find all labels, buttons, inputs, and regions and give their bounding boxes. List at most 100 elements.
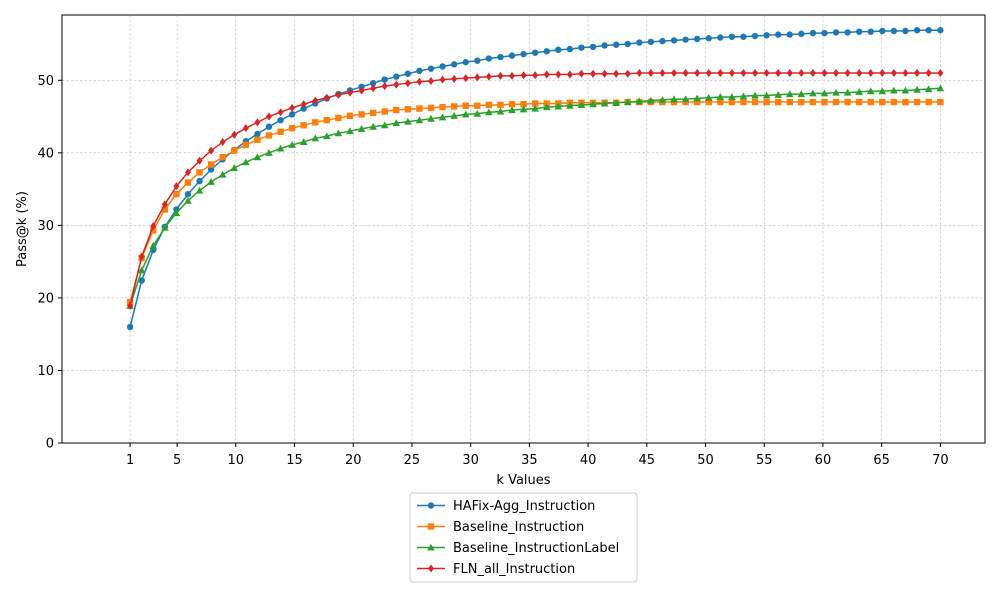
- x-tick-label: 70: [932, 453, 949, 468]
- data-point-baseline-instruction: [774, 98, 782, 106]
- data-point-baseline-instruction: [369, 109, 377, 117]
- series-baseline-instructionlabel: [126, 84, 945, 309]
- data-point-baseline-instruction: [150, 227, 157, 234]
- data-point-baseline-instruction: [717, 98, 724, 106]
- data-point-fln-all-instruction: [809, 69, 816, 78]
- data-point-fln-all-instruction: [844, 69, 851, 78]
- data-point-fln-all-instruction: [613, 69, 620, 78]
- x-tick-label: 50: [697, 453, 714, 468]
- data-point-baseline-instruction: [531, 100, 539, 107]
- data-point-baseline-instruction: [751, 98, 759, 106]
- data-point-hafix-agg-instruction: [520, 50, 527, 58]
- data-point-hafix-agg-instruction: [937, 27, 944, 34]
- data-point-baseline-instructionlabel: [681, 95, 690, 103]
- y-tick-label: 20: [37, 291, 54, 306]
- data-point-fln-all-instruction: [323, 93, 330, 102]
- data-point-baseline-instructionlabel: [473, 109, 482, 117]
- data-point-baseline-instruction: [786, 98, 793, 106]
- data-point-hafix-agg-instruction: [798, 30, 805, 38]
- data-point-baseline-instructionlabel: [427, 114, 435, 122]
- x-tick-label: 30: [462, 453, 479, 468]
- data-point-baseline-instructionlabel: [832, 88, 840, 96]
- data-point-hafix-agg-instruction: [763, 32, 770, 39]
- data-point-hafix-agg-instruction: [531, 49, 539, 56]
- data-point-hafix-agg-instruction: [555, 46, 562, 54]
- data-point-baseline-instructionlabel: [739, 92, 748, 100]
- data-point-fln-all-instruction: [867, 69, 874, 78]
- data-point-fln-all-instruction: [671, 69, 678, 78]
- legend-label: Baseline_InstructionLabel: [453, 541, 619, 556]
- data-point-hafix-agg-instruction: [601, 42, 608, 49]
- data-point-fln-all-instruction: [740, 69, 747, 78]
- x-tick-label: 40: [580, 453, 597, 468]
- data-point-baseline-instructionlabel: [508, 106, 516, 114]
- data-point-baseline-instruction: [508, 101, 516, 108]
- data-point-baseline-instructionlabel: [485, 108, 493, 116]
- data-point-baseline-instruction: [890, 98, 898, 106]
- data-point-hafix-agg-instruction: [913, 27, 921, 34]
- data-point-baseline-instructionlabel: [438, 113, 447, 121]
- data-point-baseline-instruction: [728, 98, 736, 106]
- data-point-hafix-agg-instruction: [589, 43, 597, 51]
- data-point-fln-all-instruction: [937, 69, 944, 78]
- data-point-hafix-agg-instruction: [774, 31, 782, 38]
- data-point-baseline-instructionlabel: [762, 91, 771, 99]
- data-point-hafix-agg-instruction: [277, 116, 284, 124]
- data-point-hafix-agg-instruction: [543, 48, 550, 55]
- data-point-hafix-agg-instruction: [207, 166, 215, 173]
- data-point-fln-all-instruction: [416, 77, 423, 86]
- series-fln-all-instruction: [127, 69, 944, 310]
- data-point-fln-all-instruction: [370, 84, 377, 93]
- data-point-baseline-instruction: [844, 98, 851, 106]
- data-point-hafix-agg-instruction: [393, 73, 400, 80]
- data-point-hafix-agg-instruction: [300, 105, 307, 112]
- data-point-fln-all-instruction: [242, 124, 249, 133]
- data-point-hafix-agg-instruction: [890, 27, 898, 35]
- series-baseline-instruction: [126, 98, 944, 306]
- data-point-fln-all-instruction: [439, 75, 446, 84]
- data-point-baseline-instructionlabel: [346, 127, 354, 135]
- data-point-baseline-instruction: [312, 119, 319, 126]
- data-point-fln-all-instruction: [404, 79, 411, 88]
- data-point-baseline-instruction: [404, 106, 412, 113]
- data-point-fln-all-instruction: [127, 301, 134, 310]
- data-point-hafix-agg-instruction: [832, 29, 840, 36]
- series-line-baseline-instructionlabel: [129, 87, 941, 307]
- data-point-baseline-instruction: [381, 108, 388, 115]
- data-point-hafix-agg-instruction: [578, 44, 585, 51]
- data-point-baseline-instruction: [231, 147, 238, 154]
- data-point-fln-all-instruction: [694, 69, 701, 78]
- legend-entry-baseline-instruction: Baseline_Instruction: [417, 520, 584, 535]
- data-point-baseline-instructionlabel: [207, 178, 215, 185]
- data-point-baseline-instructionlabel: [589, 100, 597, 108]
- data-point-baseline-instructionlabel: [751, 91, 759, 99]
- data-point-baseline-instructionlabel: [623, 98, 632, 106]
- x-axis-label: k Values: [496, 473, 550, 488]
- data-point-fln-all-instruction: [902, 69, 909, 78]
- data-point-baseline-instruction: [173, 190, 180, 198]
- data-point-fln-all-instruction: [265, 112, 272, 121]
- data-point-fln-all-instruction: [346, 88, 353, 97]
- data-point-baseline-instructionlabel: [137, 266, 146, 274]
- data-point-baseline-instructionlabel: [693, 94, 701, 102]
- legend-marker: [428, 564, 434, 573]
- data-point-hafix-agg-instruction: [369, 79, 377, 87]
- data-point-baseline-instruction: [335, 114, 342, 122]
- legend-label: Baseline_Instruction: [453, 520, 584, 535]
- data-point-fln-all-instruction: [161, 200, 168, 209]
- data-point-baseline-instruction: [913, 98, 921, 106]
- data-point-fln-all-instruction: [775, 69, 782, 78]
- data-point-baseline-instructionlabel: [299, 138, 308, 145]
- series-line-baseline-instruction: [129, 101, 941, 303]
- legend-label: HAFix-Agg_Instruction: [453, 499, 595, 514]
- data-point-fln-all-instruction: [786, 69, 793, 78]
- data-point-fln-all-instruction: [879, 69, 886, 78]
- data-point-hafix-agg-instruction: [751, 32, 759, 40]
- data-point-baseline-instruction: [867, 98, 874, 106]
- data-point-fln-all-instruction: [624, 69, 631, 78]
- data-point-hafix-agg-instruction: [636, 39, 643, 46]
- legend-marker: [427, 523, 435, 530]
- legend-entry-baseline-instructionlabel: Baseline_InstructionLabel: [417, 541, 619, 556]
- data-point-baseline-instructionlabel: [774, 90, 782, 98]
